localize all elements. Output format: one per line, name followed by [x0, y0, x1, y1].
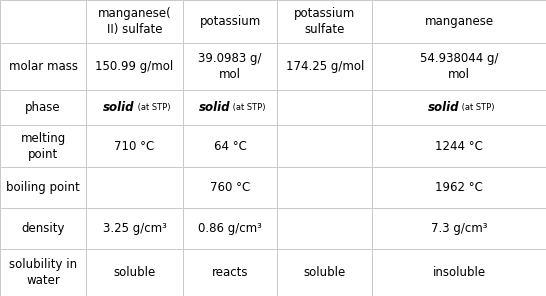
Text: (at STP): (at STP) [134, 103, 170, 112]
Text: phase: phase [25, 101, 61, 114]
Text: 760 °C: 760 °C [210, 181, 250, 194]
Text: potassium: potassium [199, 15, 261, 28]
Text: soluble: soluble [304, 266, 346, 279]
Text: 1962 °C: 1962 °C [435, 181, 483, 194]
Text: potassium
sulfate: potassium sulfate [294, 7, 355, 36]
Text: 7.3 g/cm³: 7.3 g/cm³ [431, 222, 488, 235]
Text: reacts: reacts [212, 266, 248, 279]
Text: 710 °C: 710 °C [115, 140, 155, 152]
Text: 150.99 g/mol: 150.99 g/mol [96, 60, 174, 73]
Text: 54.938044 g/
mol: 54.938044 g/ mol [420, 52, 498, 81]
Text: 1244 °C: 1244 °C [435, 140, 483, 152]
Text: solid: solid [199, 101, 230, 114]
Text: 64 °C: 64 °C [213, 140, 247, 152]
Text: density: density [21, 222, 65, 235]
Text: solid: solid [103, 101, 134, 114]
Text: manganese(
II) sulfate: manganese( II) sulfate [98, 7, 171, 36]
Text: molar mass: molar mass [9, 60, 78, 73]
Text: solid: solid [428, 101, 459, 114]
Text: manganese: manganese [425, 15, 494, 28]
Text: 174.25 g/mol: 174.25 g/mol [286, 60, 364, 73]
Text: insoluble: insoluble [432, 266, 486, 279]
Text: boiling point: boiling point [6, 181, 80, 194]
Text: 39.0983 g/
mol: 39.0983 g/ mol [198, 52, 262, 81]
Text: 0.86 g/cm³: 0.86 g/cm³ [198, 222, 262, 235]
Text: solubility in
water: solubility in water [9, 258, 77, 287]
Text: melting
point: melting point [21, 132, 66, 160]
Text: 3.25 g/cm³: 3.25 g/cm³ [103, 222, 167, 235]
Text: (at STP): (at STP) [459, 103, 495, 112]
Text: soluble: soluble [114, 266, 156, 279]
Text: (at STP): (at STP) [230, 103, 266, 112]
